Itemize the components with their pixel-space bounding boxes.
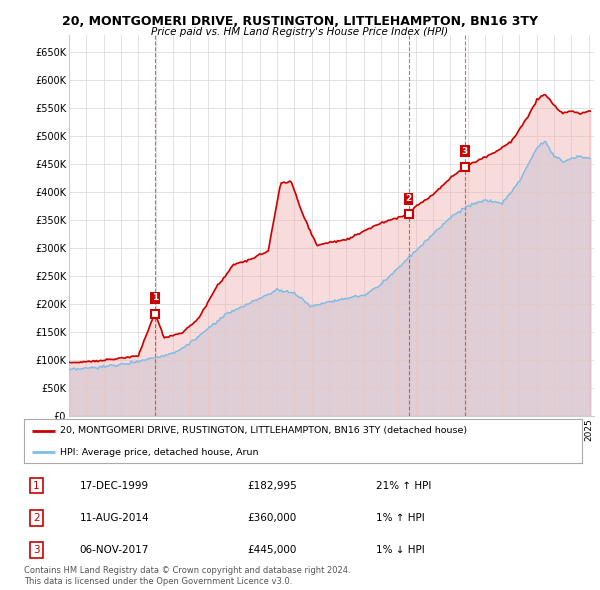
Text: £445,000: £445,000 (247, 545, 296, 555)
Text: HPI: Average price, detached house, Arun: HPI: Average price, detached house, Arun (60, 448, 259, 457)
Text: Price paid vs. HM Land Registry's House Price Index (HPI): Price paid vs. HM Land Registry's House … (151, 27, 449, 37)
Text: 1: 1 (33, 481, 40, 490)
Text: 3: 3 (462, 147, 468, 156)
Text: 20, MONTGOMERI DRIVE, RUSTINGTON, LITTLEHAMPTON, BN16 3TY: 20, MONTGOMERI DRIVE, RUSTINGTON, LITTLE… (62, 15, 538, 28)
Text: 20, MONTGOMERI DRIVE, RUSTINGTON, LITTLEHAMPTON, BN16 3TY (detached house): 20, MONTGOMERI DRIVE, RUSTINGTON, LITTLE… (60, 427, 467, 435)
Text: 06-NOV-2017: 06-NOV-2017 (80, 545, 149, 555)
Text: 2: 2 (33, 513, 40, 523)
Text: 11-AUG-2014: 11-AUG-2014 (80, 513, 149, 523)
Text: 1: 1 (152, 293, 158, 302)
Text: 1% ↓ HPI: 1% ↓ HPI (376, 545, 424, 555)
Text: £360,000: £360,000 (247, 513, 296, 523)
Text: 1% ↑ HPI: 1% ↑ HPI (376, 513, 424, 523)
Text: 17-DEC-1999: 17-DEC-1999 (80, 481, 149, 490)
Text: Contains HM Land Registry data © Crown copyright and database right 2024.
This d: Contains HM Land Registry data © Crown c… (24, 566, 350, 586)
Text: £182,995: £182,995 (247, 481, 297, 490)
Text: 2: 2 (406, 194, 412, 204)
Text: 21% ↑ HPI: 21% ↑ HPI (376, 481, 431, 490)
Text: 3: 3 (33, 545, 40, 555)
